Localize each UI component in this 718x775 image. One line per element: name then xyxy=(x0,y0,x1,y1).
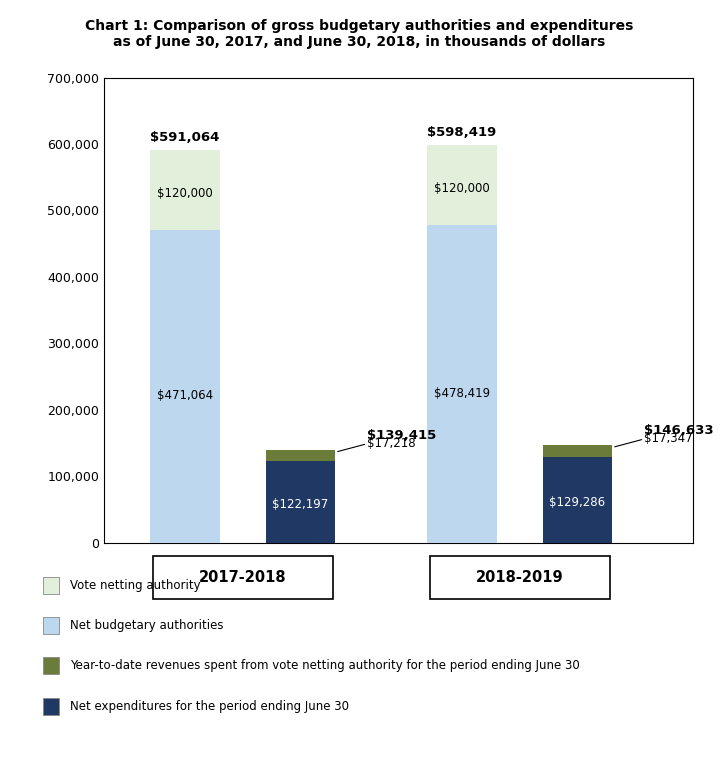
Bar xyxy=(266,450,335,461)
Text: 2017-2018: 2017-2018 xyxy=(199,570,286,585)
FancyBboxPatch shape xyxy=(153,556,332,599)
Text: $139,415: $139,415 xyxy=(368,429,437,442)
Text: Net budgetary authorities: Net budgetary authorities xyxy=(70,619,223,632)
Bar xyxy=(427,225,497,542)
Text: $478,419: $478,419 xyxy=(434,387,490,400)
FancyBboxPatch shape xyxy=(429,556,610,599)
Text: $17,347: $17,347 xyxy=(644,432,693,446)
Bar xyxy=(427,145,497,225)
Bar xyxy=(150,229,220,542)
Text: Net expenditures for the period ending June 30: Net expenditures for the period ending J… xyxy=(70,700,349,712)
Text: 2018-2019: 2018-2019 xyxy=(476,570,564,585)
Text: Chart 1: Comparison of gross budgetary authorities and expenditures: Chart 1: Comparison of gross budgetary a… xyxy=(85,19,633,33)
Bar xyxy=(150,150,220,229)
Text: as of June 30, 2017, and June 30, 2018, in thousands of dollars: as of June 30, 2017, and June 30, 2018, … xyxy=(113,35,605,49)
Text: $17,218: $17,218 xyxy=(368,437,416,450)
Text: Vote netting authority: Vote netting authority xyxy=(70,579,200,591)
Text: $146,633: $146,633 xyxy=(644,424,714,437)
Text: $120,000: $120,000 xyxy=(157,188,213,200)
Bar xyxy=(543,445,612,456)
Bar xyxy=(266,461,335,542)
Text: Year-to-date revenues spent from vote netting authority for the period ending Ju: Year-to-date revenues spent from vote ne… xyxy=(70,660,579,672)
Text: $129,286: $129,286 xyxy=(549,496,605,508)
Text: $471,064: $471,064 xyxy=(157,389,213,402)
Text: $122,197: $122,197 xyxy=(272,498,329,511)
Text: $120,000: $120,000 xyxy=(434,182,490,195)
Text: $598,419: $598,419 xyxy=(427,126,497,139)
Text: $591,064: $591,064 xyxy=(150,131,220,144)
Bar xyxy=(543,456,612,542)
